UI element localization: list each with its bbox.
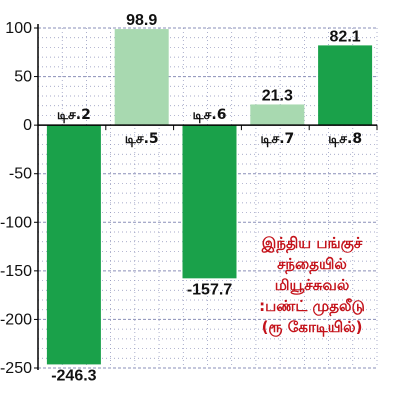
category-label: டிச.7 bbox=[260, 131, 294, 147]
bars bbox=[46, 29, 373, 365]
chart-annotation: இந்திய பங்குச் சந்தையில் மியூச்சுவல் :பண்ட்… bbox=[259, 234, 365, 337]
labels: -246.3 டிச.2 98.9 டிச.5 -157.7 டிச.6 21.3 டிச.7… bbox=[51, 12, 362, 384]
annotation-line: இந்திய பங்குச் bbox=[261, 234, 363, 253]
annotation-line: (ரூ கோடியில்) bbox=[262, 318, 363, 337]
y-tick-label: 0 bbox=[23, 117, 32, 134]
data-label: -246.3 bbox=[51, 367, 96, 384]
y-tick-label: -100 bbox=[0, 214, 32, 231]
data-label: 21.3 bbox=[262, 87, 293, 104]
y-tick-label: -150 bbox=[0, 263, 32, 280]
category-label: டிச.6 bbox=[193, 107, 227, 123]
data-label: 98.9 bbox=[126, 12, 157, 29]
bar bbox=[318, 45, 373, 126]
bar bbox=[250, 104, 305, 126]
data-label: 82.1 bbox=[330, 28, 361, 45]
bar bbox=[182, 125, 237, 279]
annotation-line: :பண்ட் முதலீடு bbox=[259, 297, 365, 316]
y-tick-label: -200 bbox=[0, 311, 32, 328]
y-tick-label: -50 bbox=[9, 166, 32, 183]
data-label: -157.7 bbox=[187, 281, 232, 298]
y-tick-label: 100 bbox=[5, 20, 32, 37]
bar bbox=[114, 29, 169, 126]
category-label: டிச.8 bbox=[328, 131, 362, 147]
axes: 100 50 0 -50 -100 -150 -200 -250 bbox=[0, 20, 378, 377]
y-tick-label: -250 bbox=[0, 360, 32, 377]
category-label: டிச.2 bbox=[57, 107, 91, 123]
annotation-line: சந்தையில் bbox=[277, 255, 347, 274]
bar bbox=[46, 125, 101, 365]
annotation-line: மியூச்சுவல் bbox=[275, 276, 350, 295]
y-tick-label: 50 bbox=[14, 69, 32, 86]
category-label: டிச.5 bbox=[125, 131, 159, 147]
